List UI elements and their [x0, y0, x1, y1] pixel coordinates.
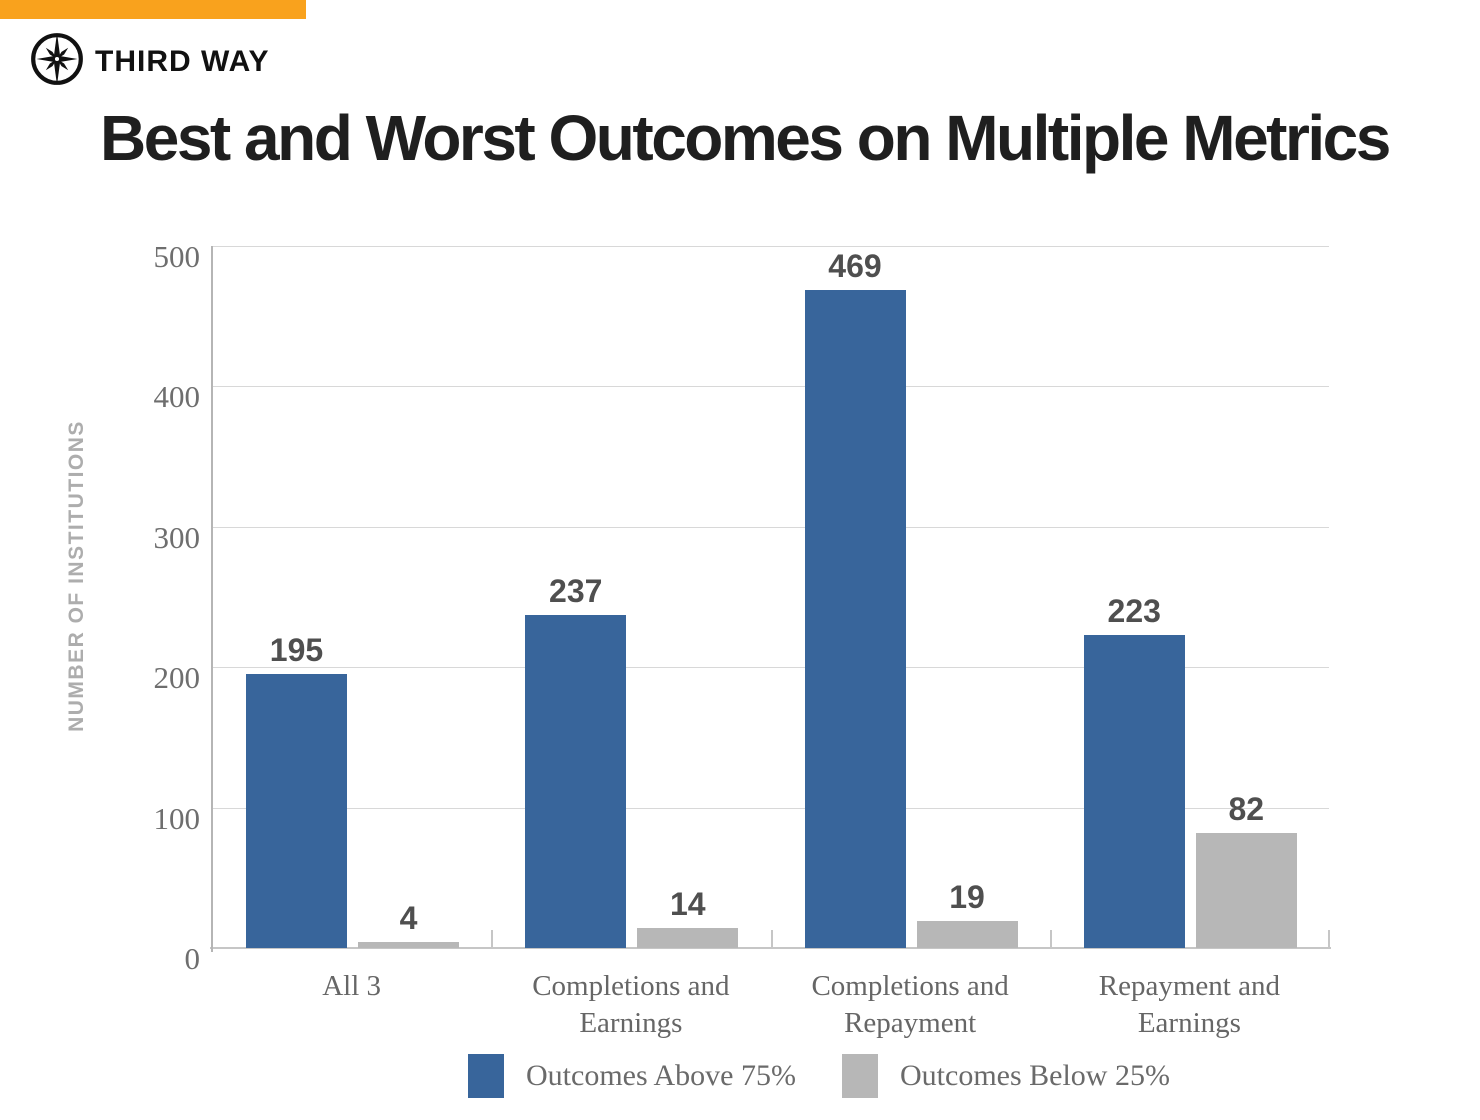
- bar-value-label-outcomes-above-75-completions-and-repayment: 469: [828, 247, 882, 284]
- bar-outcomes-below-25-completions-and-earnings: [637, 928, 739, 948]
- y-tick-label-300: 300: [153, 519, 201, 555]
- y-tick-label-100: 100: [153, 800, 201, 836]
- gridline-300: [212, 526, 1329, 528]
- legend-item-outcomes-below-25: Outcomes Below 25%: [842, 1054, 1170, 1098]
- gridline-500: [212, 246, 1329, 247]
- bar-value-label-outcomes-below-25-repayment-and-earnings: 82: [1228, 790, 1265, 827]
- bar-value-label-outcomes-above-75-all-3: 195: [269, 632, 324, 669]
- legend-swatch-outcomes-below-25: [842, 1054, 878, 1098]
- legend-swatch-outcomes-above-75: [468, 1054, 504, 1098]
- gridline-200: [212, 667, 1329, 669]
- legend-item-outcomes-above-75: Outcomes Above 75%: [468, 1054, 796, 1098]
- bar-value-label-outcomes-above-75-completions-and-earnings: 237: [549, 573, 603, 610]
- category-boundary-tick: [1049, 930, 1052, 948]
- y-tick-label-400: 400: [153, 379, 201, 415]
- y-tick-label-0: 0: [184, 941, 201, 976]
- category-label-repayment-and-earnings: Repayment and Earnings: [1098, 970, 1280, 1039]
- bar-outcomes-below-25-completions-and-repayment: [916, 921, 1018, 948]
- category-boundary-tick: [491, 930, 494, 948]
- chart-title: Best and Worst Outcomes on Multiple Metr…: [100, 102, 1391, 174]
- y-tick-label-500: 500: [153, 239, 201, 274]
- bar-outcomes-above-75-repayment-and-earnings: [1083, 634, 1185, 948]
- bar-value-label-outcomes-below-25-completions-and-earnings: 14: [669, 886, 706, 923]
- y-tick-label-200: 200: [153, 660, 201, 696]
- bar-outcomes-below-25-repayment-and-earnings: [1195, 832, 1297, 948]
- category-label-completions-and-earnings: Completions and Earnings: [532, 970, 730, 1039]
- legend-label-outcomes-above-75: Outcomes Above 75%: [526, 1059, 796, 1092]
- category-boundary-tick: [770, 930, 773, 948]
- legend-label-outcomes-below-25: Outcomes Below 25%: [900, 1059, 1170, 1092]
- category-label-completions-and-repayment: Completions and Repayment: [811, 970, 1009, 1039]
- bar-outcomes-above-75-completions-and-repayment: [804, 289, 906, 948]
- bar-outcomes-above-75-all-3: [246, 674, 347, 948]
- bar-value-label-outcomes-below-25-completions-and-repayment: 19: [949, 879, 985, 916]
- compass-star-icon: [29, 31, 85, 87]
- brand-accent-bar: [0, 0, 306, 19]
- y-axis-line: [211, 246, 213, 952]
- bar-value-label-outcomes-above-75-repayment-and-earnings: 223: [1107, 592, 1161, 629]
- gridline-400: [212, 386, 1329, 388]
- plot-area: 195 4 237 14 469 19 223 82: [210, 246, 1331, 952]
- bar-outcomes-above-75-completions-and-earnings: [525, 615, 627, 948]
- x-axis-line: [210, 947, 1331, 949]
- category-boundary-tick: [1328, 930, 1330, 948]
- brand-name: THIRD WAY: [95, 45, 270, 78]
- bar-outcomes-below-25-all-3: [358, 942, 459, 948]
- bar-value-label-outcomes-below-25-all-3: 4: [399, 900, 418, 937]
- category-label-all-3: All 3: [322, 970, 382, 1002]
- gridline-100: [212, 807, 1329, 809]
